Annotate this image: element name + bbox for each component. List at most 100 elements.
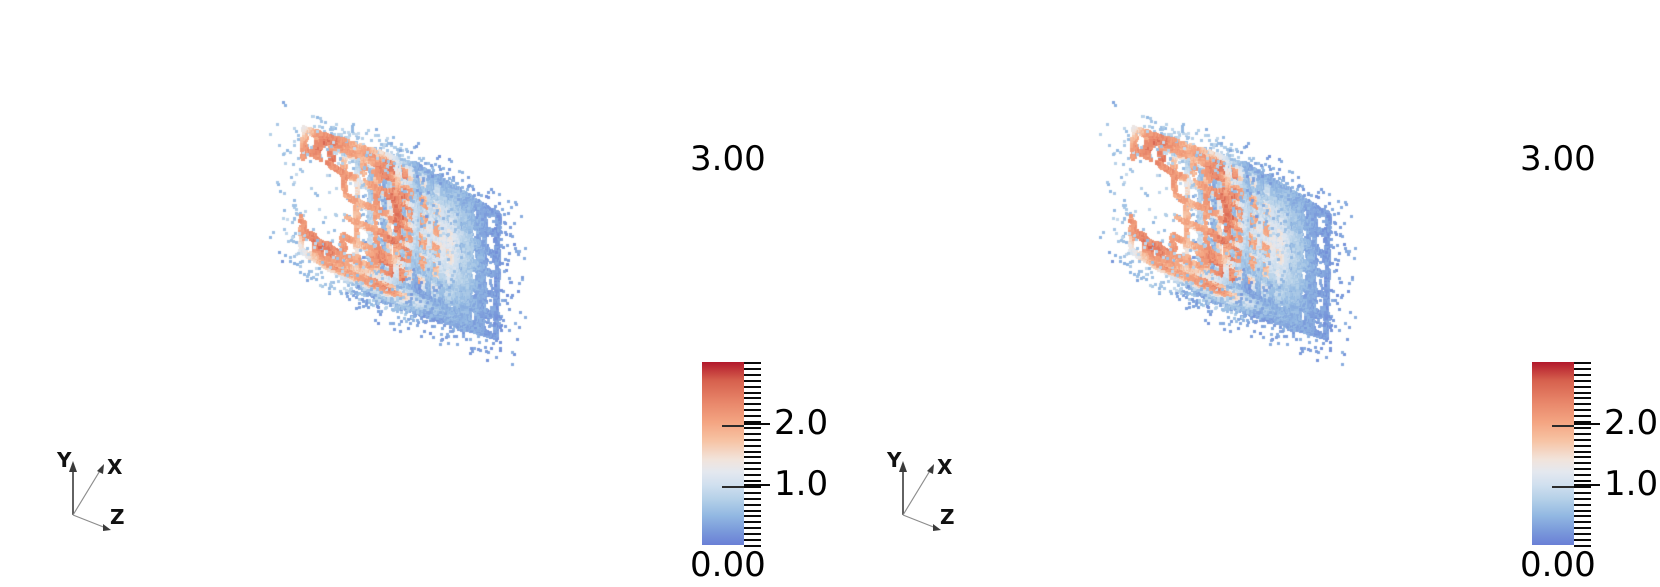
left-colorbar-tick-label-1: 1.00 bbox=[774, 464, 830, 504]
colorbar-minor-tick bbox=[744, 438, 761, 441]
right-colorbar-tick-label-2: 2.00 bbox=[1604, 403, 1660, 443]
left-axis-z-arrow bbox=[72, 514, 111, 531]
colorbar-minor-tick bbox=[1574, 521, 1591, 524]
colorbar-minor-tick bbox=[744, 403, 761, 406]
colorbar-minor-tick bbox=[1574, 409, 1591, 412]
colorbar-minor-tick bbox=[744, 485, 761, 488]
left-axis-y-arrow bbox=[69, 461, 77, 515]
left-colorbar-gradient bbox=[702, 362, 744, 545]
colorbar-minor-tick bbox=[744, 480, 761, 483]
colorbar-major-tick bbox=[722, 484, 770, 488]
colorbar-minor-tick bbox=[1574, 480, 1591, 483]
left-axis-label-z: Z bbox=[110, 505, 125, 529]
colorbar-minor-tick bbox=[744, 385, 761, 388]
right-axis-x-arrow bbox=[902, 464, 934, 516]
right-orientation-axes[interactable]: Y X Z bbox=[878, 440, 988, 535]
right-axis-y-arrow bbox=[899, 461, 907, 515]
colorbar-minor-tick bbox=[1574, 462, 1591, 465]
left-point-cloud-canvas[interactable] bbox=[0, 0, 830, 587]
colorbar-minor-tick bbox=[744, 474, 761, 477]
colorbar-major-tick bbox=[1552, 423, 1600, 427]
left-axis-label-x: X bbox=[107, 455, 123, 479]
left-colorbar-max-label: 3.00 bbox=[690, 139, 766, 179]
colorbar-minor-tick bbox=[1574, 533, 1591, 536]
right-axis-label-y: Y bbox=[886, 448, 902, 472]
right-colorbar-max-label: 3.00 bbox=[1520, 139, 1596, 179]
colorbar-minor-tick bbox=[744, 509, 761, 512]
right-point-cloud-canvas[interactable] bbox=[830, 0, 1660, 587]
colorbar-major-tick-inner bbox=[1552, 486, 1574, 488]
colorbar-minor-tick bbox=[1574, 403, 1591, 406]
colorbar-minor-tick bbox=[1574, 379, 1591, 382]
colorbar-major-tick bbox=[1552, 484, 1600, 488]
colorbar-minor-tick bbox=[1574, 503, 1591, 506]
left-colorbar-ticks bbox=[722, 362, 770, 547]
colorbar-minor-tick bbox=[744, 462, 761, 465]
colorbar-minor-tick bbox=[744, 491, 761, 494]
colorbar-minor-tick bbox=[744, 527, 761, 530]
colorbar-minor-tick bbox=[1574, 438, 1591, 441]
colorbar-minor-tick bbox=[1574, 432, 1591, 435]
right-axis-label-x: X bbox=[937, 455, 953, 479]
colorbar-minor-tick bbox=[1574, 415, 1591, 418]
colorbar-minor-tick bbox=[1574, 497, 1591, 500]
colorbar-minor-tick bbox=[1574, 397, 1591, 400]
colorbar-minor-tick bbox=[1574, 491, 1591, 494]
right-colorbar-min-label: 0.00 bbox=[1520, 545, 1596, 585]
left-axis-label-y: Y bbox=[56, 448, 72, 472]
colorbar-minor-tick bbox=[744, 450, 761, 453]
colorbar-major-tick-inner bbox=[1552, 425, 1574, 427]
right-colorbar-gradient bbox=[1532, 362, 1574, 545]
colorbar-minor-tick bbox=[744, 533, 761, 536]
colorbar-minor-tick bbox=[1574, 362, 1591, 364]
colorbar-minor-tick bbox=[1574, 385, 1591, 388]
colorbar-minor-tick bbox=[744, 367, 761, 370]
colorbar-minor-tick bbox=[744, 539, 761, 542]
colorbar-minor-tick bbox=[744, 545, 761, 547]
colorbar-minor-tick bbox=[1574, 450, 1591, 453]
colorbar-major-tick-inner bbox=[722, 425, 744, 427]
colorbar-minor-tick bbox=[744, 426, 761, 429]
colorbar-minor-tick bbox=[744, 444, 761, 447]
colorbar-minor-tick bbox=[744, 515, 761, 518]
colorbar-minor-tick bbox=[1574, 367, 1591, 370]
colorbar-minor-tick bbox=[744, 415, 761, 418]
right-render-view[interactable]: 3.00 0.00 2.00 1.00 Y X bbox=[830, 0, 1660, 587]
right-axis-label-z: Z bbox=[940, 505, 955, 529]
left-axis-x-arrow bbox=[72, 464, 104, 516]
colorbar-minor-tick bbox=[744, 468, 761, 471]
left-colorbar-min-label: 0.00 bbox=[690, 545, 766, 585]
colorbar-minor-tick bbox=[744, 456, 761, 459]
colorbar-minor-tick bbox=[1574, 527, 1591, 530]
colorbar-minor-tick bbox=[1574, 485, 1591, 488]
colorbar-minor-tick bbox=[1574, 373, 1591, 376]
colorbar-minor-tick bbox=[1574, 468, 1591, 471]
left-colorbar-tick-label-2: 2.00 bbox=[774, 403, 830, 443]
colorbar-minor-tick bbox=[1574, 509, 1591, 512]
colorbar-minor-tick bbox=[744, 497, 761, 500]
colorbar-minor-tick bbox=[744, 432, 761, 435]
colorbar-minor-tick bbox=[1574, 421, 1591, 424]
left-orientation-axes[interactable]: Y X Z bbox=[48, 440, 158, 535]
colorbar-minor-tick bbox=[1574, 545, 1591, 547]
left-render-view[interactable]: 3.00 0.00 2.00 1.00 Y X bbox=[0, 0, 830, 587]
colorbar-minor-tick bbox=[744, 421, 761, 424]
colorbar-minor-tick bbox=[1574, 539, 1591, 542]
colorbar-minor-tick bbox=[744, 409, 761, 412]
right-colorbar-ticks bbox=[1552, 362, 1600, 547]
colorbar-major-tick bbox=[722, 423, 770, 427]
colorbar-minor-tick bbox=[744, 362, 761, 364]
colorbar-minor-tick bbox=[744, 397, 761, 400]
colorbar-minor-tick bbox=[1574, 391, 1591, 394]
colorbar-minor-tick bbox=[1574, 474, 1591, 477]
right-colorbar-tick-label-1: 1.00 bbox=[1604, 464, 1660, 504]
colorbar-minor-tick bbox=[744, 373, 761, 376]
colorbar-minor-tick bbox=[744, 391, 761, 394]
colorbar-minor-tick bbox=[744, 379, 761, 382]
colorbar-minor-tick bbox=[1574, 456, 1591, 459]
colorbar-minor-tick bbox=[744, 503, 761, 506]
colorbar-minor-tick bbox=[744, 521, 761, 524]
colorbar-major-tick-inner bbox=[722, 486, 744, 488]
colorbar-minor-tick bbox=[1574, 426, 1591, 429]
